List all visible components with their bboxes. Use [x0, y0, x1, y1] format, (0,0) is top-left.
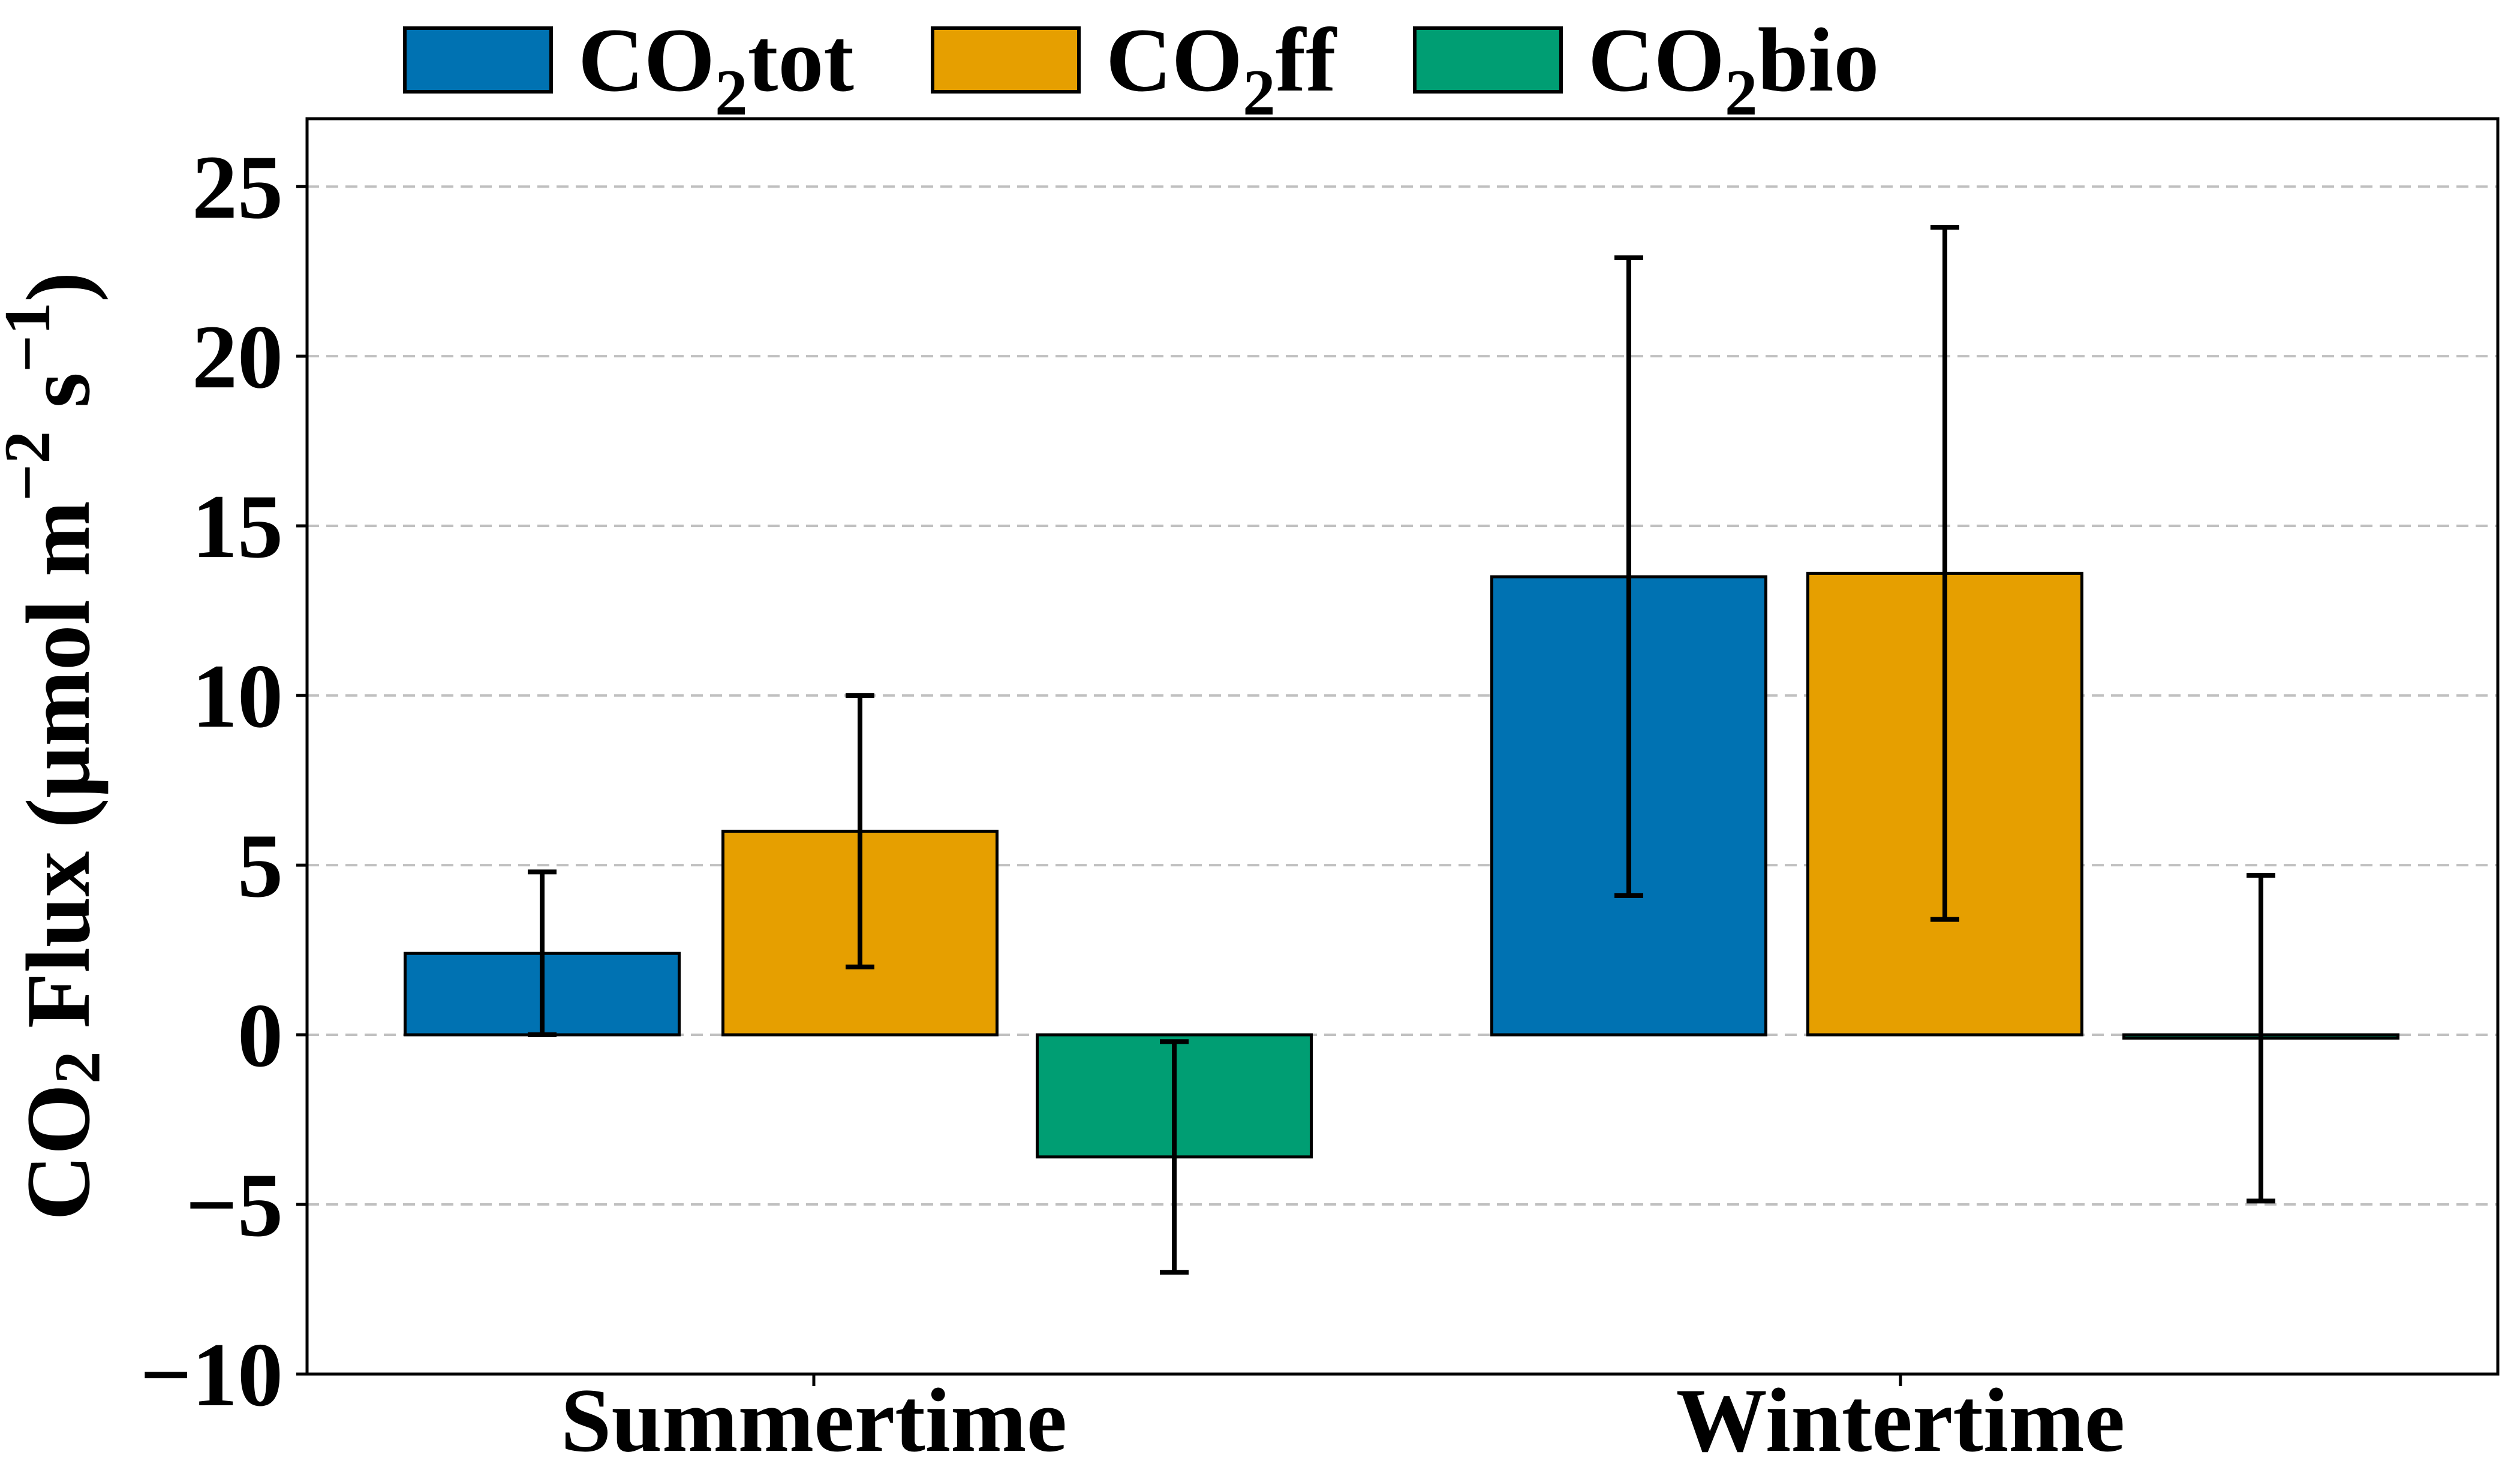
bars-CO2ff: [721, 571, 2083, 1037]
legend-item-co2ff: CO2ff: [930, 10, 1336, 129]
error-bars-CO2ff: [846, 225, 1959, 969]
x-tick-label-summertime: Summertime: [561, 1370, 1067, 1471]
y-tick-label-15: 15: [192, 476, 283, 577]
error-bars-CO2bio: [1160, 873, 2275, 1275]
y-tick-label--5: −5: [185, 1155, 283, 1255]
gridlines: [307, 185, 2498, 1375]
y-tick-label-5: 5: [237, 815, 283, 916]
legend-swatch-co2tot: [403, 26, 553, 94]
x-axis-ticks: Summertime Wintertime: [561, 1370, 2125, 1471]
legend-label-co2bio: CO2bio: [1587, 10, 1880, 129]
y-tick-label-10: 10: [192, 646, 283, 746]
bars-CO2tot: [404, 575, 1767, 1037]
y-tick-label--10: −10: [140, 1324, 283, 1425]
y-tick-label-0: 0: [237, 985, 283, 1086]
legend-swatch-co2ff: [930, 26, 1081, 94]
y-tick-label-20: 20: [192, 306, 283, 407]
y-axis-ticks: 25 20 15 10 5 0 −5 −10: [140, 137, 307, 1425]
legend: CO2tot CO2ff CO2bio: [403, 10, 1880, 129]
legend-item-co2bio: CO2bio: [1412, 10, 1880, 129]
error-bars-CO2tot: [528, 255, 1643, 1038]
bars-CO2bio: [1036, 1033, 2399, 1159]
legend-item-co2tot: CO2tot: [403, 10, 854, 129]
legend-label-co2tot: CO2tot: [578, 10, 854, 129]
legend-swatch-co2bio: [1412, 26, 1563, 94]
legend-label-co2ff: CO2ff: [1105, 10, 1336, 129]
plot-border: [305, 117, 2500, 1376]
y-tick-label-25: 25: [192, 137, 283, 237]
x-tick-label-wintertime: Wintertime: [1676, 1370, 2125, 1471]
